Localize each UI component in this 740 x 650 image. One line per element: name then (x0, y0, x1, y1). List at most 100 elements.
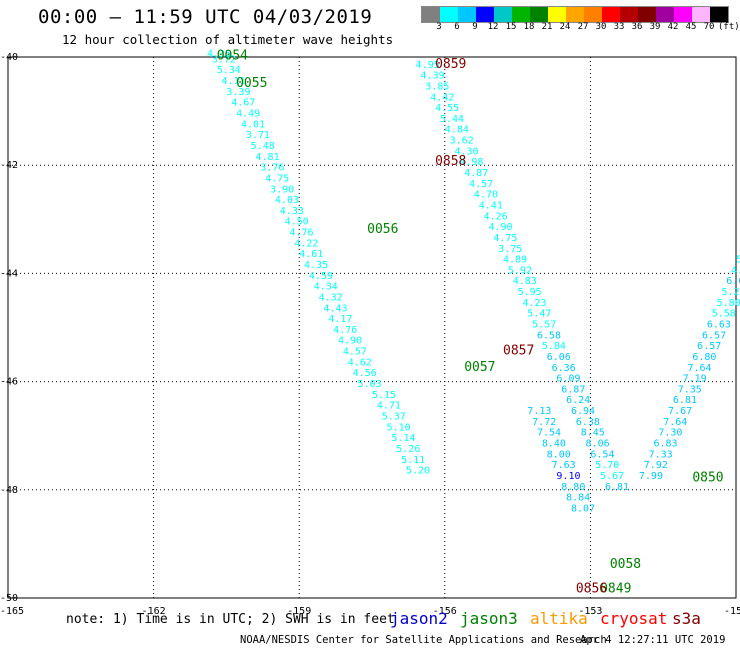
y-tick-label: -42 (0, 160, 18, 171)
swh-value: 5.20 (406, 466, 430, 477)
x-tick-label: -162 (142, 606, 166, 617)
swh-value: 5.84 (542, 341, 566, 352)
legend-swatch (494, 7, 512, 22)
swh-value: 7.64 (663, 417, 687, 428)
swh-value: 5.70 (595, 460, 619, 471)
swh-value: 4.41 (479, 200, 503, 211)
swh-value: 4.92 (731, 265, 740, 276)
swh-value: 5.26 (721, 287, 740, 298)
swh-value: 7.99 (639, 471, 663, 482)
swh-value: 6.80 (692, 352, 716, 363)
swh-value: 8.00 (547, 449, 571, 460)
legend-label: (ft) (718, 22, 740, 32)
swh-value: 4.62 (348, 357, 372, 368)
swh-value: 6.87 (561, 384, 585, 395)
legend-swatch (692, 7, 710, 22)
legend-swatch (530, 7, 548, 22)
swh-value: 5.95 (518, 287, 542, 298)
swh-value: 5.14 (391, 433, 415, 444)
swh-value: 5.34 (217, 65, 241, 76)
plot-frame (7, 56, 737, 599)
legend-swatch (566, 7, 584, 22)
swh-value: 3.72 (212, 54, 236, 65)
swh-value: 3.75 (498, 244, 522, 255)
swh-value: 6.63 (707, 320, 731, 331)
swh-value: 4.90 (338, 336, 362, 347)
swh-value: 4.61 (299, 249, 323, 260)
swh-value: 4.34 (314, 282, 338, 293)
satellite-label-cryosat: cryosat (600, 609, 668, 628)
satellite-label-jason3: jason3 (460, 609, 518, 628)
legend-swatch (458, 7, 476, 22)
swh-value: 7.92 (644, 460, 668, 471)
swh-value: 5.67 (600, 471, 624, 482)
legend-swatch (638, 7, 656, 22)
swh-value: 4.95 (416, 60, 440, 71)
color-scale-legend (421, 6, 729, 23)
legend-swatch (440, 7, 458, 22)
swh-value: 4.84 (445, 125, 469, 136)
swh-value: 4.76 (333, 325, 357, 336)
swh-value: 4.87 (464, 168, 488, 179)
swh-value: 7.63 (552, 460, 576, 471)
swh-value: 6.57 (702, 330, 726, 341)
legend-label: 3 (436, 22, 442, 32)
legend-label: 36 (631, 22, 643, 32)
y-tick-label: -44 (0, 268, 18, 279)
x-tick-label: -159 (287, 606, 311, 617)
swh-value: 4.56 (353, 368, 377, 379)
legend-swatch (656, 7, 674, 22)
credit-line: NOAA/NESDIS Center for Satellite Applica… (240, 634, 607, 646)
swh-value: 5.57 (532, 320, 556, 331)
swh-value: 4.83 (513, 276, 537, 287)
swh-value: 8.06 (586, 439, 610, 450)
swh-value: 4.26 (484, 211, 508, 222)
swh-value: 4.81 (256, 152, 280, 163)
swh-value: 4.17 (328, 314, 352, 325)
swh-value: 6.54 (590, 449, 614, 460)
swh-value: 3.90 (270, 184, 294, 195)
swh-value: 6.01 (726, 276, 740, 287)
swh-value: 5.47 (527, 309, 551, 320)
swh-value: 4.42 (430, 92, 454, 103)
swh-value: 4.32 (319, 292, 343, 303)
swh-value: 4.01 (241, 119, 265, 130)
swh-value: 5.37 (382, 411, 406, 422)
swh-value: 4.70 (474, 190, 498, 201)
swh-value: 7.30 (658, 428, 682, 439)
swh-value: 5.48 (251, 141, 275, 152)
swh-value: 6.24 (566, 395, 590, 406)
legend-swatch (710, 7, 728, 22)
pass-time-label: 0850 (692, 471, 723, 486)
swh-value: 5.11 (401, 455, 425, 466)
satellite-label-jason2: jason2 (390, 609, 448, 628)
legend-label: 33 (613, 22, 625, 32)
y-tick-label: -40 (0, 52, 18, 63)
legend-label: 18 (523, 22, 535, 32)
swh-value: 8.40 (542, 439, 566, 450)
swh-value: 3.39 (226, 87, 250, 98)
swh-value: 5.44 (440, 114, 464, 125)
legend-label: 45 (685, 22, 697, 32)
swh-value: 4.57 (469, 179, 493, 190)
swh-value: 7.64 (687, 363, 711, 374)
chart-subtitle: 12 hour collection of altimeter wave hei… (62, 32, 394, 47)
swh-value: 3.71 (246, 130, 270, 141)
swh-value: 4.98 (459, 157, 483, 168)
legend-label: 39 (649, 22, 661, 32)
legend-label: 30 (595, 22, 607, 32)
swh-value: 5.26 (396, 444, 420, 455)
swh-value: 4.03 (275, 195, 299, 206)
swh-value: 7.19 (683, 374, 707, 385)
pass-time-label: 0849 (600, 582, 631, 597)
legend-label: 9 (472, 22, 478, 32)
x-tick-label: -165 (0, 606, 24, 617)
swh-value: 7.67 (668, 406, 692, 417)
swh-value: 5.03 (357, 379, 381, 390)
legend-swatch (512, 7, 530, 22)
swh-value: 5.15 (372, 390, 396, 401)
swh-value: 6.81 (673, 395, 697, 406)
swh-value: 3.85 (425, 81, 449, 92)
y-tick-label: -48 (0, 485, 18, 496)
y-tick-label: -50 (0, 593, 18, 604)
